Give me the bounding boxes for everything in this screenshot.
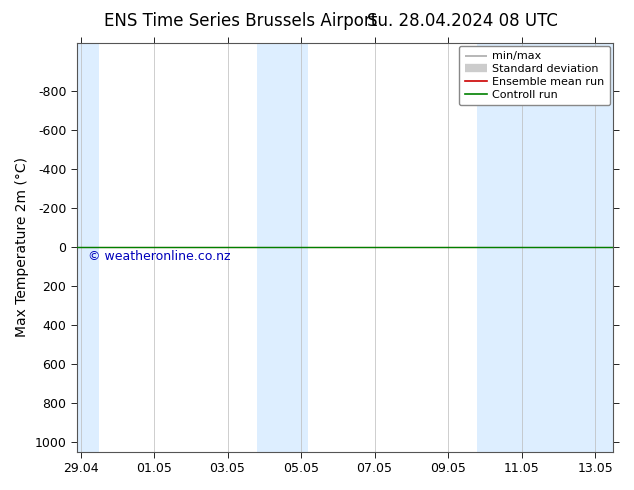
Text: © weatheronline.co.nz: © weatheronline.co.nz (87, 250, 230, 263)
Bar (257, 43, 308, 452)
Text: Su. 28.04.2024 08 UTC: Su. 28.04.2024 08 UTC (367, 12, 559, 30)
Y-axis label: Max Temperature 2m (°C): Max Temperature 2m (°C) (15, 157, 29, 337)
Text: ENS Time Series Brussels Airport: ENS Time Series Brussels Airport (105, 12, 377, 30)
Bar (477, 43, 614, 452)
Bar (77, 43, 99, 452)
Legend: min/max, Standard deviation, Ensemble mean run, Controll run: min/max, Standard deviation, Ensemble me… (459, 46, 610, 105)
